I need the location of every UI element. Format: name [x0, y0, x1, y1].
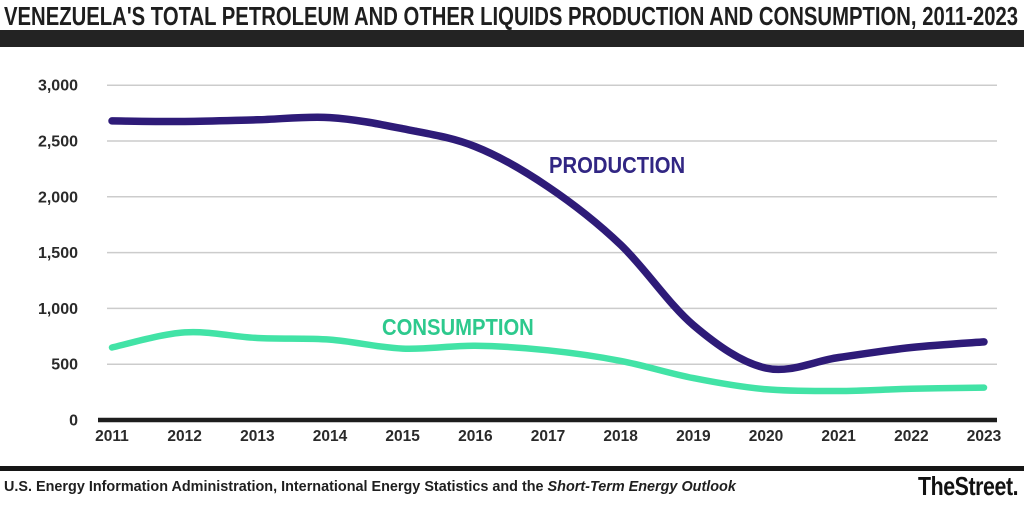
source-attribution: U.S. Energy Information Administration, …: [4, 478, 736, 495]
title-divider-bar: [0, 30, 1024, 47]
chart-title: VENEZUELA'S TOTAL PETROLEUM AND OTHER LI…: [4, 1, 1019, 31]
x-axis-tick-label: 2015: [385, 428, 420, 445]
source-text: U.S. Energy Information Administration, …: [4, 478, 548, 495]
y-axis-tick-label: 3,000: [38, 78, 78, 95]
production-line: [108, 113, 988, 374]
x-axis-tick-label: 2013: [240, 428, 275, 445]
x-axis-tick-label: 2020: [749, 428, 783, 445]
y-axis-tick-label: 0: [69, 413, 78, 430]
x-axis-tick-label: 2019: [676, 428, 711, 445]
consumption-series-label: CONSUMPTION: [382, 314, 534, 340]
x-axis-tick-label: 2011: [95, 428, 129, 445]
y-axis-tick-label: 2,000: [38, 189, 78, 206]
x-axis-tick-label: 2022: [894, 428, 928, 445]
footer-divider-bar: [0, 466, 1024, 471]
x-axis-tick-label: 2017: [531, 428, 565, 445]
y-axis-tick-label: 2,500: [38, 134, 78, 151]
x-axis-tick-label: 2018: [603, 428, 638, 445]
line-chart: 3,000 2,500 2,000 1,500 1,000 500 0 2011 2012 201…: [38, 78, 1002, 445]
x-axis-tick-label: 2021: [821, 428, 856, 445]
x-axis-tick-label: 2014: [313, 428, 348, 445]
y-axis-tick-label: 1,500: [38, 245, 78, 262]
x-axis-tick-label: 2012: [167, 428, 201, 445]
production-series-label: PRODUCTION: [549, 152, 686, 178]
x-axis-tick-label: 2023: [967, 428, 1002, 445]
source-text-italic: Short-Term Energy Outlook: [547, 478, 736, 495]
thestreet-logo: TheStreet.: [917, 471, 1019, 501]
x-axis-tick-label: 2016: [458, 428, 493, 445]
consumption-line: [108, 328, 988, 395]
y-axis-tick-label: 500: [51, 357, 78, 374]
y-axis-tick-label: 1,000: [38, 301, 78, 318]
